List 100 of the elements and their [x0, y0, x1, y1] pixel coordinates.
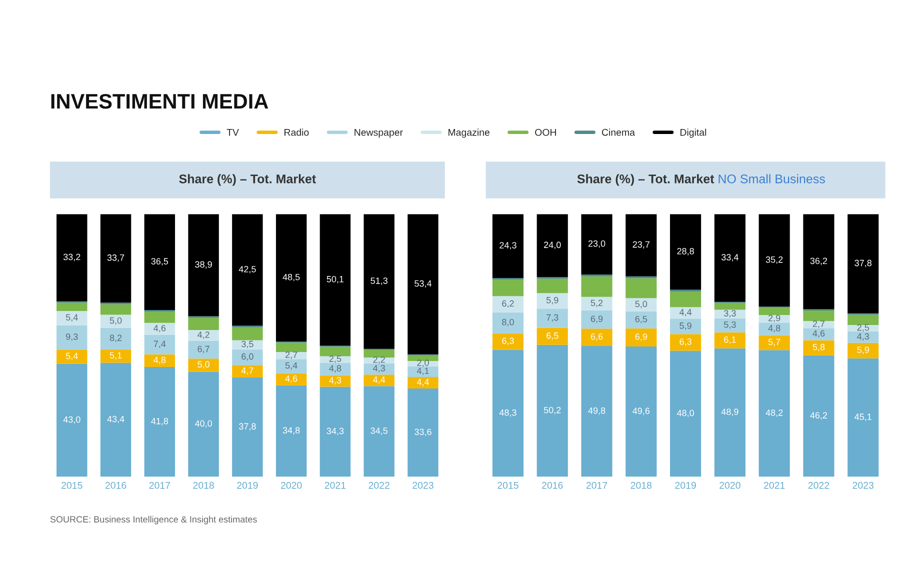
data-label: 2,5	[857, 324, 869, 332]
bar	[848, 324, 879, 332]
data-label: 8,2	[110, 334, 122, 342]
bar	[536, 214, 568, 278]
data-label: 33,2	[63, 254, 80, 262]
bar	[492, 333, 524, 350]
data-label: 45,1	[854, 414, 872, 422]
bar	[492, 280, 524, 296]
legend-label: TV	[226, 129, 239, 136]
data-label: 6,1	[724, 336, 736, 344]
bar	[408, 366, 438, 377]
bar	[144, 214, 176, 310]
data-label: 36,5	[151, 258, 168, 266]
text: INVESTIMENTI MEDIA	[51, 94, 268, 109]
bar	[144, 312, 176, 323]
bar	[848, 342, 879, 358]
data-label: 50,2	[544, 406, 561, 414]
data-label: 5,1	[110, 352, 122, 360]
data-label: 50,1	[326, 276, 344, 284]
bar	[581, 328, 612, 346]
data-label: 6,6	[590, 333, 603, 341]
bar	[536, 278, 568, 294]
data-label: 33,4	[721, 254, 738, 262]
bar	[188, 318, 219, 330]
bar	[188, 214, 219, 316]
data-label: 48,3	[499, 409, 516, 417]
data-label: 40,0	[194, 420, 212, 428]
data-label: 2,9	[768, 314, 780, 322]
data-label: 5,8	[812, 344, 825, 352]
bar	[670, 214, 702, 290]
data-label: 48,5	[282, 274, 300, 282]
legend-label: Newspaper	[354, 129, 403, 138]
data-label: 33,6	[414, 428, 432, 436]
bar	[100, 349, 132, 363]
data-label: 6,3	[502, 338, 514, 346]
bar	[144, 334, 176, 354]
bar	[144, 354, 176, 367]
bar	[320, 214, 351, 346]
data-label: 36,2	[810, 258, 828, 266]
bar	[364, 358, 394, 364]
bar	[56, 364, 88, 477]
bar	[364, 386, 394, 477]
bar	[758, 335, 790, 350]
bar	[188, 340, 219, 359]
x-tick-label: 2017	[149, 482, 170, 489]
x-tick-label: 2023	[852, 482, 874, 489]
data-label: 51,3	[370, 278, 388, 285]
bar	[536, 328, 568, 345]
bar	[56, 302, 88, 312]
data-label: 4,6	[812, 330, 825, 338]
bar	[320, 356, 351, 363]
data-label: 5,9	[680, 322, 692, 330]
data-label: 4,4	[416, 378, 429, 386]
data-label: 43,0	[63, 416, 80, 424]
x-tick-label: 2016	[105, 482, 126, 489]
bar	[100, 328, 132, 350]
data-label: 46,2	[810, 412, 828, 420]
bar	[100, 214, 132, 303]
bar	[670, 350, 702, 477]
bar	[536, 293, 568, 309]
data-label: 4,3	[373, 364, 385, 372]
data-label: 4,1	[416, 368, 429, 376]
bar	[492, 350, 524, 477]
data-label: 48,9	[721, 408, 738, 416]
x-tick-label: 2021	[324, 482, 346, 489]
chart-title: Share (%) – Tot. Market	[577, 174, 714, 186]
bar	[581, 346, 612, 477]
bar	[364, 214, 394, 349]
data-label: 48,2	[766, 410, 783, 417]
data-label: 49,8	[588, 407, 606, 415]
bar	[758, 308, 790, 315]
bar	[232, 378, 263, 477]
bar	[276, 385, 307, 477]
legend-label: Magazine	[448, 128, 490, 138]
data-label: 5,2	[590, 300, 603, 308]
data-label: 3,5	[242, 340, 254, 348]
data-label: 35,2	[766, 256, 783, 264]
bar	[232, 214, 263, 326]
data-label: 2,5	[329, 356, 342, 363]
bar	[276, 352, 307, 360]
bar	[144, 366, 176, 477]
bar	[320, 386, 351, 477]
bar	[492, 296, 524, 312]
data-label: 43,4	[107, 416, 124, 424]
bar	[670, 318, 702, 334]
bar	[536, 308, 568, 328]
chart-title: Share (%) – Tot. Market	[179, 174, 316, 186]
bar	[232, 340, 263, 350]
data-label: 5,4	[66, 314, 78, 322]
x-tick-label: 2020	[280, 482, 302, 489]
data-label: 5,0	[635, 300, 648, 308]
data-label: 34,8	[282, 427, 300, 435]
bar	[144, 322, 176, 335]
data-label: 4,3	[329, 377, 342, 385]
bar	[188, 358, 219, 372]
bar	[714, 332, 746, 348]
data-label: 6,3	[680, 338, 692, 346]
data-label: 4,8	[768, 324, 780, 332]
bar	[670, 292, 702, 308]
x-tick-label: 2023	[412, 482, 434, 489]
